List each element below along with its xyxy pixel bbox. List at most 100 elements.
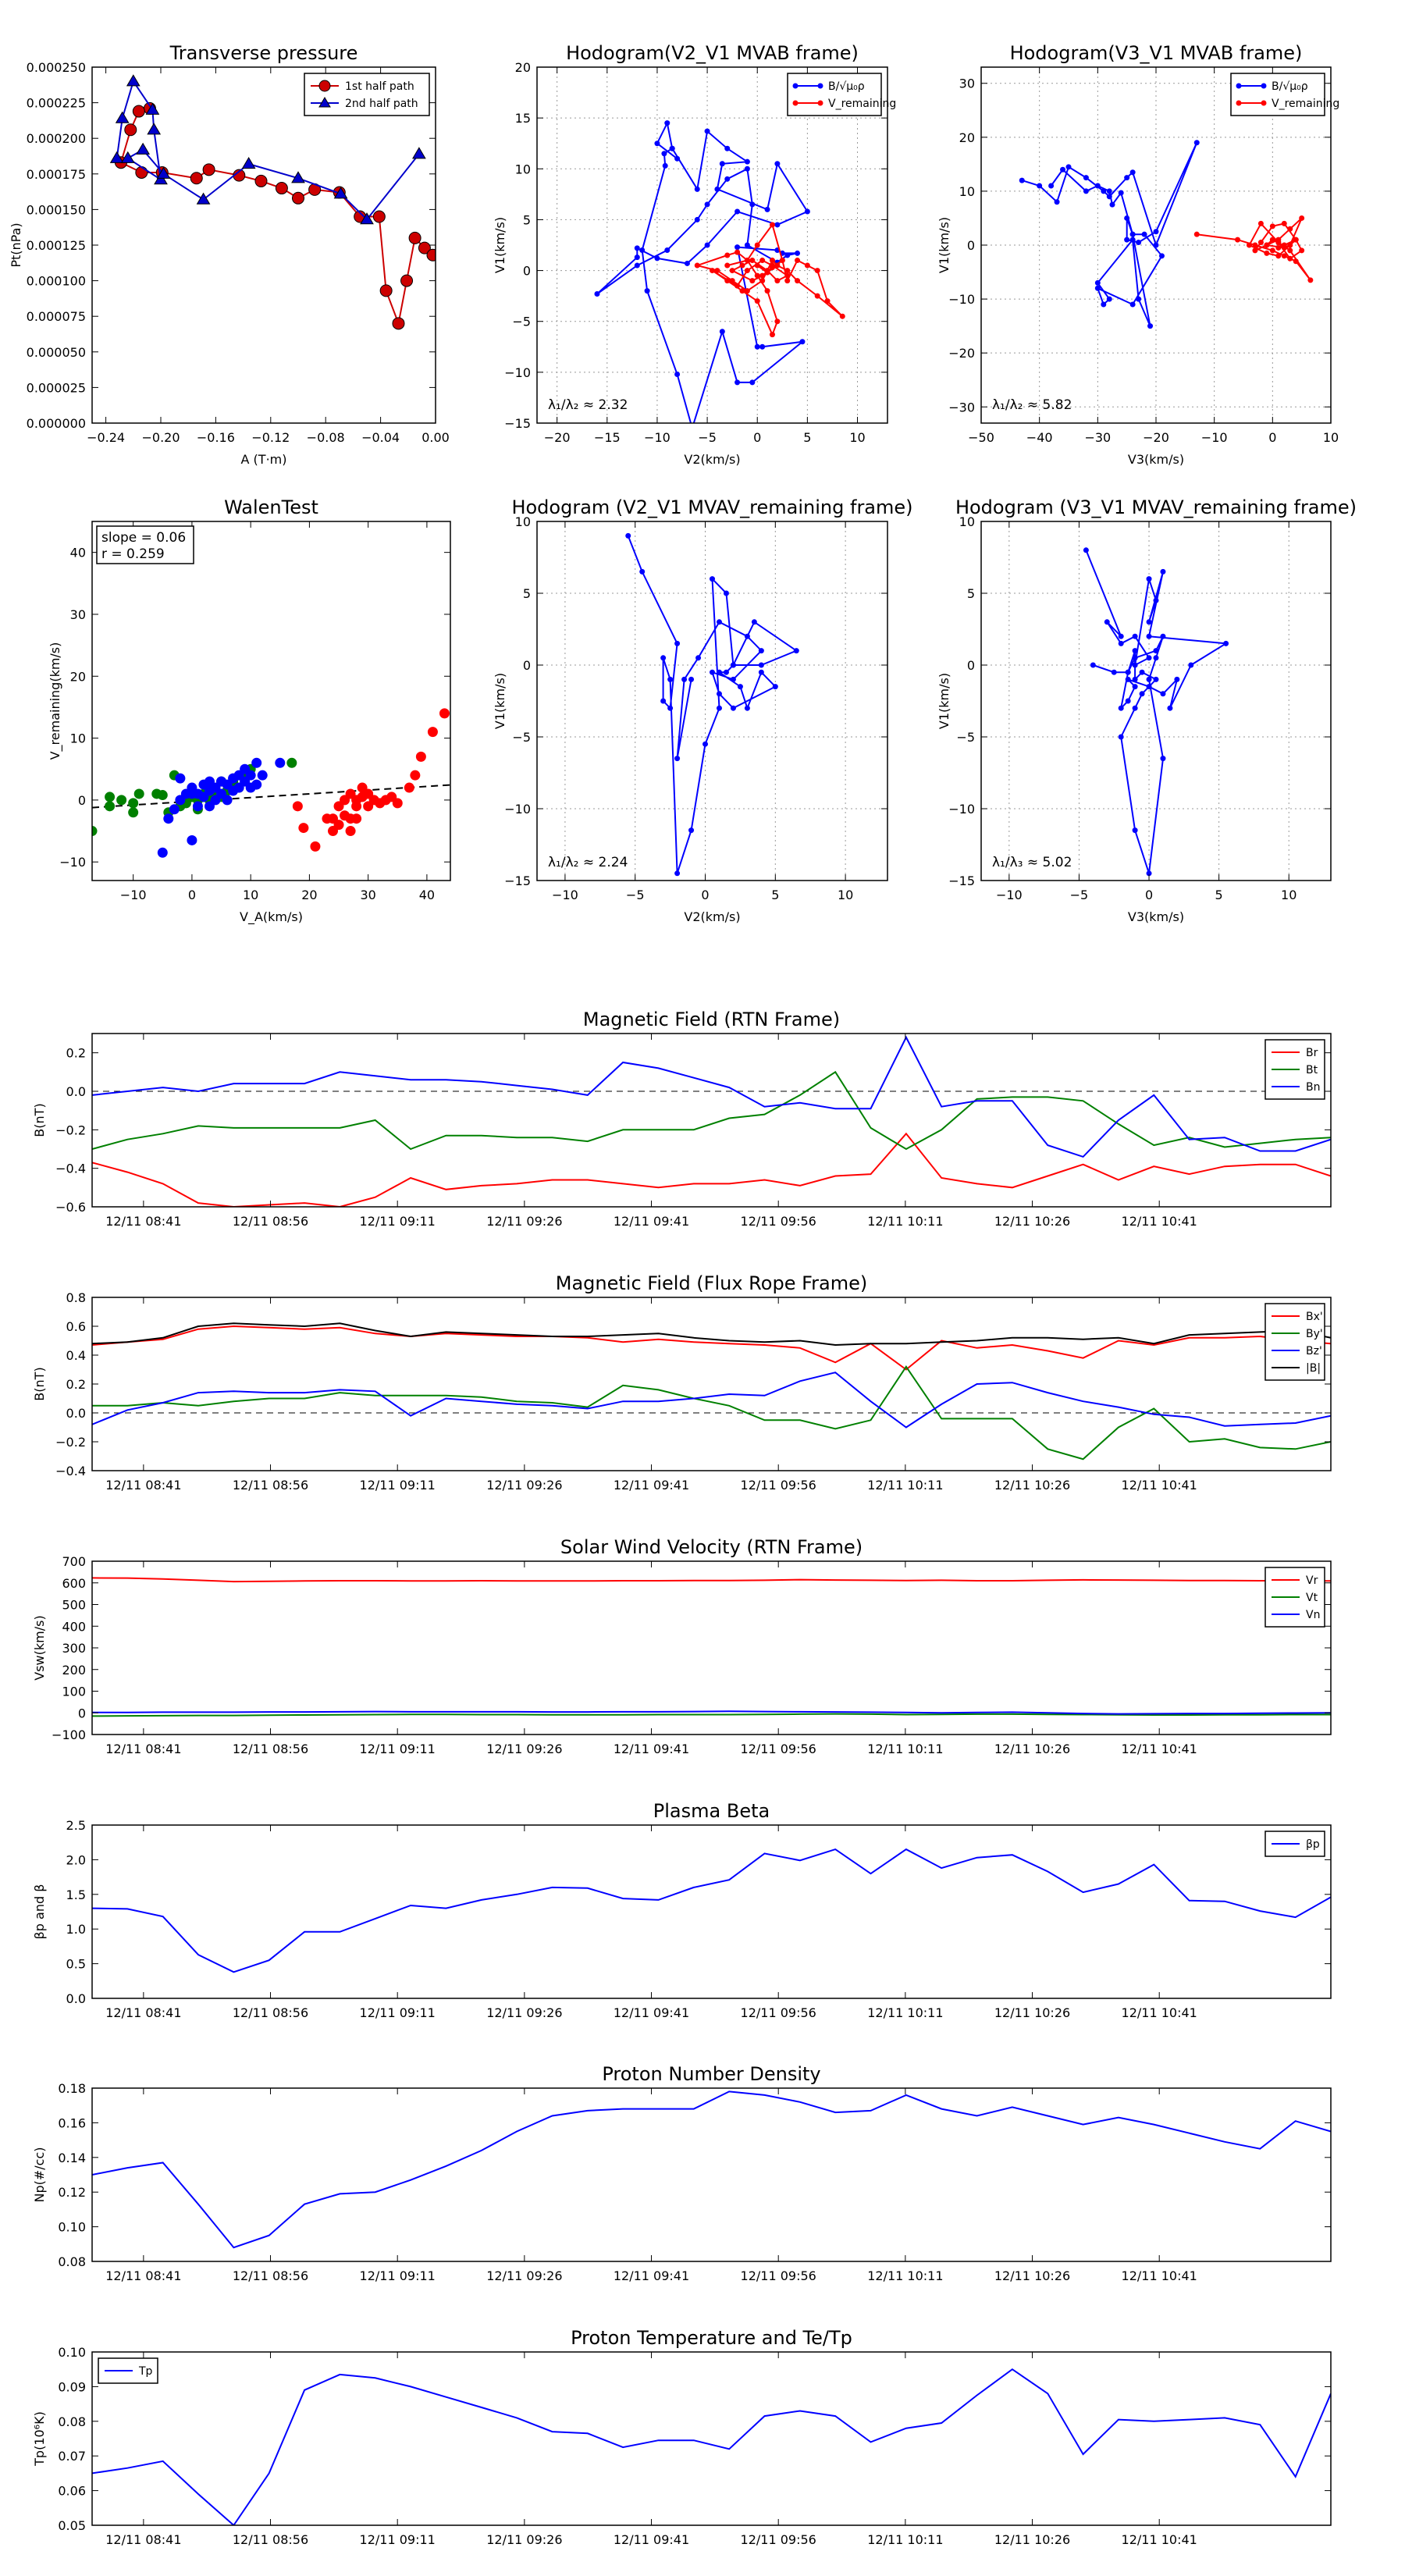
x-tick-label: 12/11 10:11 xyxy=(867,1742,943,1756)
x-tick-label: −0.08 xyxy=(307,430,345,445)
data-point xyxy=(661,151,667,157)
data-point xyxy=(286,757,297,768)
data-point xyxy=(784,278,791,284)
data-point xyxy=(192,801,203,812)
data-point xyxy=(1153,597,1159,603)
y-tick-label: 10 xyxy=(515,162,531,176)
x-tick-label: −10 xyxy=(120,888,147,902)
y-tick-label: 5 xyxy=(523,586,531,601)
y-tick-label: 0 xyxy=(967,238,975,253)
y-tick-label: 2.5 xyxy=(66,1818,86,1833)
data-point xyxy=(345,826,356,837)
data-point xyxy=(196,192,211,205)
legend-label: Br xyxy=(1306,1047,1318,1059)
y-tick-label: 0.000000 xyxy=(27,416,86,431)
data-point xyxy=(667,705,674,711)
data-point xyxy=(408,231,422,244)
data-point xyxy=(804,208,810,215)
data-point xyxy=(744,705,750,711)
data-point xyxy=(439,708,450,719)
data-point xyxy=(674,640,681,646)
data-point xyxy=(379,284,393,297)
series-line-|B| xyxy=(92,1322,1331,1347)
axes-frame xyxy=(536,521,888,881)
x-tick-label: 12/11 09:56 xyxy=(741,2005,816,2020)
data-point xyxy=(251,757,262,768)
x-tick-label: 5 xyxy=(771,888,779,902)
legend-marker xyxy=(1236,83,1242,89)
data-point xyxy=(245,770,256,781)
y-tick-label: 0.08 xyxy=(58,2414,86,2429)
x-tick-label: 12/11 09:56 xyxy=(741,2268,816,2283)
x-tick-label: −5 xyxy=(1070,888,1089,902)
data-point xyxy=(275,182,288,195)
data-point xyxy=(292,801,303,812)
y-tick-label: 0.000100 xyxy=(27,274,86,289)
x-tick-label: 12/11 09:11 xyxy=(360,1214,436,1229)
y-tick-label: −15 xyxy=(948,873,975,888)
y-tick-label: 0.000175 xyxy=(27,167,86,182)
series-line-B/√μ₀ρ xyxy=(1022,142,1198,326)
data-point xyxy=(749,258,756,264)
y-axis-label: Np(#/cc) xyxy=(32,2147,47,2203)
data-point xyxy=(594,291,600,297)
data-point xyxy=(1275,240,1282,246)
x-tick-label: 12/11 10:41 xyxy=(1122,1478,1197,1493)
data-point xyxy=(105,801,116,812)
data-point xyxy=(1269,223,1275,229)
y-tick-label: 0.14 xyxy=(58,2151,86,2165)
data-point xyxy=(1139,691,1145,697)
data-point xyxy=(1193,231,1200,237)
annotation-box xyxy=(96,525,194,564)
data-point xyxy=(744,258,750,264)
data-point xyxy=(664,247,670,254)
data-point xyxy=(799,339,806,345)
y-tick-label: 0.09 xyxy=(58,2379,86,2394)
legend-label: Bx' xyxy=(1306,1311,1323,1323)
legend-marker xyxy=(318,80,331,92)
legend-label: By' xyxy=(1306,1328,1323,1340)
data-point xyxy=(1118,734,1124,740)
panel-h3: Hodogram (V2_V1 MVAV_remaining frame) −15… xyxy=(493,496,913,924)
data-point xyxy=(774,262,781,269)
plot-area xyxy=(92,1035,1331,1207)
data-point xyxy=(1174,676,1180,682)
data-point xyxy=(669,145,675,151)
panel-walen: WalenTest −10 0 10 20 30 40 −10 0 10 20 30 40 V_A(km/… xyxy=(48,496,451,925)
data-point xyxy=(684,260,690,266)
data-point xyxy=(360,212,374,225)
data-point xyxy=(654,255,660,262)
data-point xyxy=(1147,323,1154,329)
x-tick-label: 5 xyxy=(1215,888,1223,902)
y-tick-label: 0 xyxy=(523,264,531,279)
data-point xyxy=(175,795,186,806)
y-tick-label: 10 xyxy=(515,514,531,529)
y-tick-label: 700 xyxy=(62,1554,86,1569)
legend-label: βp xyxy=(1306,1838,1320,1851)
legend: Br Bt Bn xyxy=(1264,1039,1325,1100)
x-tick-label: 12/11 09:41 xyxy=(614,2532,689,2547)
data-point xyxy=(1293,258,1299,265)
y-tick-label: 0.000125 xyxy=(27,238,86,253)
legend-box xyxy=(1230,73,1325,116)
data-point xyxy=(795,278,801,284)
data-point xyxy=(109,151,124,163)
panel-beta: Plasma Beta 0.0 0.5 1.0 1.5 2.0 2.5 12/11 08:41… xyxy=(32,1800,1332,2020)
data-point xyxy=(1269,237,1275,243)
data-point xyxy=(1111,669,1117,675)
y-tick-label: 1.0 xyxy=(66,1922,86,1937)
series-line-0 xyxy=(627,535,799,874)
plot-area xyxy=(109,74,436,330)
data-point xyxy=(1153,655,1159,661)
legend: Vr Vt Vn xyxy=(1264,1567,1325,1628)
data-point xyxy=(1252,247,1258,254)
data-point xyxy=(1193,140,1200,146)
data-point xyxy=(169,804,180,815)
data-point xyxy=(190,172,203,185)
x-tick-label: 12/11 10:41 xyxy=(1122,1742,1197,1756)
x-tick-label: 12/11 09:56 xyxy=(741,1742,816,1756)
data-point xyxy=(772,684,778,690)
data-point xyxy=(730,705,736,711)
panel-bflux: Magnetic Field (Flux Rope Frame) −0.4 −0.2… xyxy=(32,1272,1332,1493)
data-point xyxy=(662,162,668,169)
